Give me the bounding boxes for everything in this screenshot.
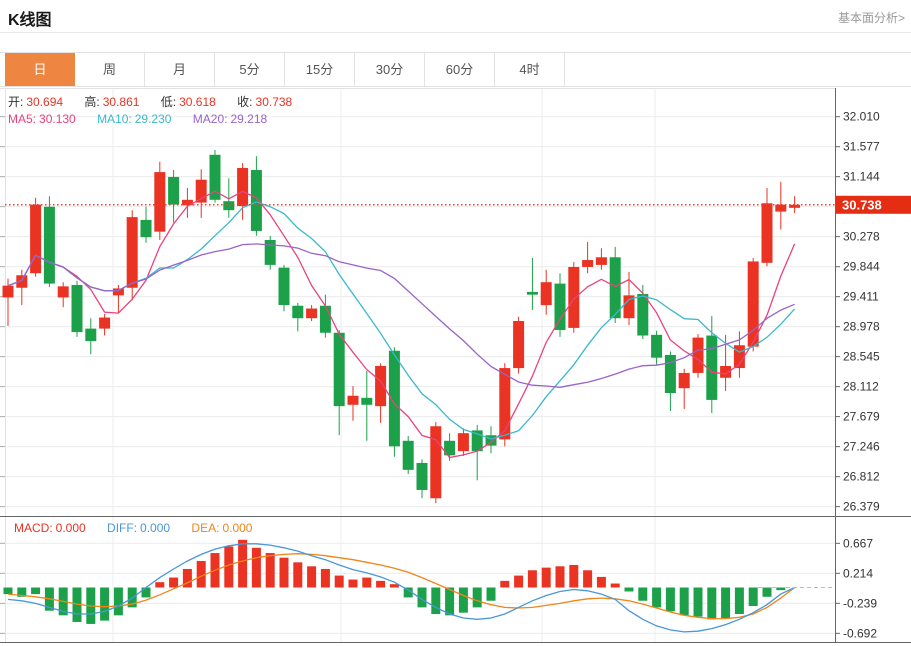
header-divider [0,32,911,33]
axis-label: 29.411 [843,290,879,304]
diff-value: 0.000 [140,521,171,535]
axis-label: 30.738 [842,197,882,212]
ma20-value: 29.218 [230,112,268,126]
close-label: 收: [237,95,253,109]
current-price-label [836,195,911,214]
axis-label: 27.679 [843,410,880,424]
high-value: 30.861 [102,95,140,109]
axis-label: 32.010 [843,110,880,124]
axis-label: -0.239 [843,596,877,610]
ma5-label: MA5: [8,112,37,126]
ma-legend: MA5: 30.130 MA10: 29.230 MA20: 29.218 [8,112,285,126]
ma5-value: 30.130 [39,112,76,126]
tab-interval-1[interactable]: 周 [75,53,145,86]
axis-label: 27.246 [843,440,880,454]
ma10-label: MA10: [97,112,132,126]
macd-legend: MACD: 0.000 DIFF: 0.000 DEA: 0.000 [14,521,270,535]
axis-label: 26.379 [843,500,880,514]
fundamental-analysis-link[interactable]: 基本面分析> [837,11,905,25]
low-label: 低: [160,95,177,109]
macd-value: 0.000 [55,521,86,535]
low-value: 30.618 [179,95,216,109]
tab-interval-7[interactable]: 4时 [495,53,565,86]
axis-label: 0.667 [843,536,873,550]
tab-interval-5[interactable]: 30分 [355,53,425,86]
dea-value: 0.000 [222,521,253,535]
interval-tabs: 日周月 5分 15分 30分 60分 4时 [5,53,565,86]
diff-label: DIFF: [107,521,138,535]
high-label: 高: [84,95,100,109]
open-value: 30.694 [26,95,64,109]
open-label: 开: [8,95,24,109]
axis-label: 29.844 [843,260,880,274]
axis-label: -0.692 [843,626,877,640]
axis-label: 30.278 [843,230,880,244]
tab-interval-6[interactable]: 60分 [425,53,495,86]
axis-label: 28.978 [843,320,880,334]
dea-label: DEA: [191,521,220,535]
tab-interval-0[interactable]: 日 [5,53,75,86]
macd-label: MACD: [14,521,53,535]
interval-tabbar: 日周月 5分 15分 30分 60分 4时 [0,52,911,87]
ma10-value: 29.230 [134,112,172,126]
axis-label: 28.112 [843,380,879,394]
tab-interval-4[interactable]: 15分 [285,53,355,86]
axis-label: 26.812 [843,470,880,484]
axis-label: 31.144 [843,170,880,184]
tab-interval-3[interactable]: 5分 [215,53,285,86]
axis-label: 31.577 [843,140,880,154]
axis-label: 28.545 [843,350,880,364]
ohlc-legend: 开: 30.694 高: 30.861 低: 30.618 收: 30.738 [8,93,310,110]
close-value: 30.738 [255,95,293,109]
tab-interval-2[interactable]: 月 [145,53,215,86]
axis-label: 0.214 [843,566,873,580]
page-title: K线图 [8,12,52,29]
ma20-label: MA20: [192,112,228,126]
